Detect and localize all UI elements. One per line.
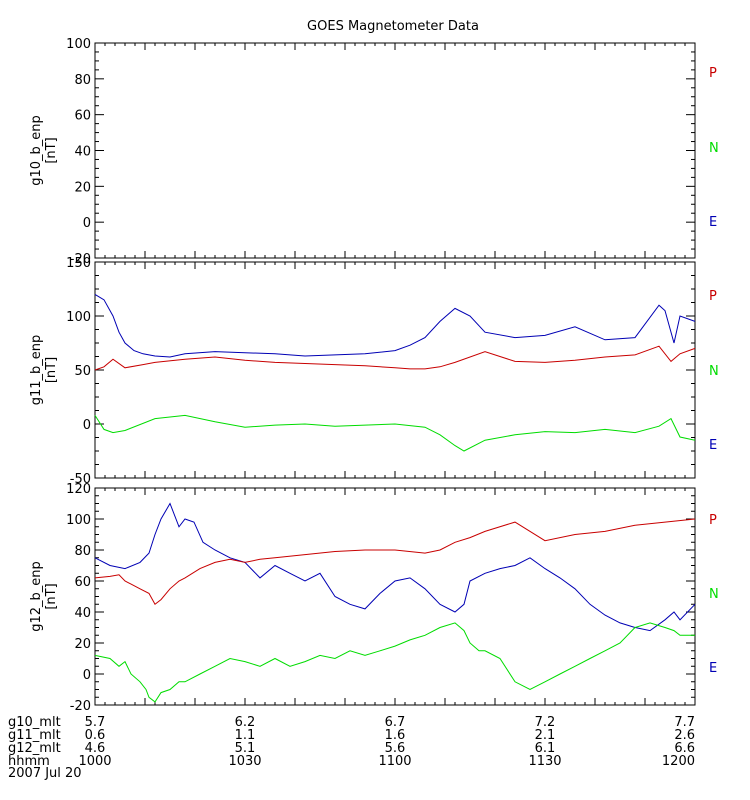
y-tick-label: 60 xyxy=(74,575,91,590)
y-tick-label: 120 xyxy=(66,482,91,497)
row-value: 5.6 xyxy=(385,741,406,756)
row-value: 2.1 xyxy=(535,728,556,743)
row-value: 6.7 xyxy=(385,715,406,730)
y-tick-label: 80 xyxy=(74,544,91,559)
series-E-line xyxy=(94,293,696,358)
series-P-line xyxy=(94,518,696,606)
y-tick-label: 40 xyxy=(74,145,91,160)
row-value: 1200 xyxy=(662,754,695,769)
date-label: 2007 Jul 20 xyxy=(8,766,82,781)
panel-2: -50 0 50 100 150 g11_b_enp [nT] P N E xyxy=(29,256,719,487)
legend-N: N xyxy=(709,364,719,379)
y-axis-label: g10_b_enp xyxy=(29,115,44,186)
legend-E: E xyxy=(709,438,717,453)
y-axis-unit: [nT] xyxy=(44,583,59,609)
legend-P: P xyxy=(709,513,717,528)
legend-N: N xyxy=(709,587,719,602)
y-tick-label: 80 xyxy=(74,73,91,88)
row-value: 1.1 xyxy=(235,728,256,743)
series-N-line xyxy=(94,414,696,452)
panel-frame xyxy=(94,261,696,479)
y-tick-label: -20 xyxy=(70,252,91,267)
legend-E: E xyxy=(709,215,717,230)
y-axis-label: g12_b_enp xyxy=(29,561,44,632)
row-value: 1.6 xyxy=(385,728,406,743)
row-value: 2.6 xyxy=(674,728,695,743)
y-tick-label: 0 xyxy=(83,216,91,231)
row-value: 7.7 xyxy=(674,715,695,730)
series-E-line xyxy=(94,502,696,632)
row-label: g12_mlt xyxy=(8,741,61,756)
row-value: 0.6 xyxy=(85,728,106,743)
row-value: 1030 xyxy=(228,754,261,769)
row-label: hhmm xyxy=(8,754,50,769)
y-tick-label: 40 xyxy=(74,606,91,621)
panel-1: -20 0 20 40 60 80 100 g10_b_enp [nT] P N E xyxy=(29,37,719,267)
row-value: 5.7 xyxy=(85,715,106,730)
legend-P: P xyxy=(709,66,717,81)
y-tick-label: 50 xyxy=(74,364,91,379)
row-label: g10_mlt xyxy=(8,715,61,730)
y-tick-label: 0 xyxy=(83,418,91,433)
y-tick-label: 150 xyxy=(66,256,91,271)
row-value: 6.1 xyxy=(535,741,556,756)
row-value: 7.2 xyxy=(535,715,556,730)
panel-frame xyxy=(94,487,696,706)
y-axis-unit: [nT] xyxy=(44,357,59,383)
row-value: 5.1 xyxy=(235,741,256,756)
series-P-line xyxy=(94,345,696,371)
y-axis-label: g11_b_enp xyxy=(29,335,44,406)
series-N-line xyxy=(94,622,695,703)
row-value: 1130 xyxy=(528,754,561,769)
panel-frame xyxy=(94,42,696,259)
y-tick-label: 60 xyxy=(74,109,91,124)
legend-P: P xyxy=(709,289,717,304)
panel-3: -20 0 20 40 60 80 100 120 g12_b_enp [nT] P N E xyxy=(29,482,719,714)
y-tick-label: 100 xyxy=(66,37,91,52)
row-value: 1100 xyxy=(378,754,411,769)
y-tick-label: 100 xyxy=(66,310,91,325)
row-value: 6.6 xyxy=(674,741,695,756)
y-tick-label: 20 xyxy=(74,637,91,652)
row-value: 1000 xyxy=(78,754,111,769)
chart-title: GOES Magnetometer Data xyxy=(307,19,479,34)
y-tick-label: 100 xyxy=(66,513,91,528)
bottom-time-table: g10_mlt 5.7 6.2 6.7 7.2 7.7 g11_mlt 0.6 1.1 1.6 2.… xyxy=(8,715,695,769)
y-tick-label: -20 xyxy=(70,699,91,714)
legend-N: N xyxy=(709,141,719,156)
y-tick-label: -50 xyxy=(70,472,91,487)
legend-E: E xyxy=(709,661,717,676)
y-tick-label: 0 xyxy=(83,668,91,683)
row-value: 4.6 xyxy=(85,741,106,756)
y-tick-label: 20 xyxy=(74,180,91,195)
row-label: g11_mlt xyxy=(8,728,61,743)
row-value: 6.2 xyxy=(235,715,256,730)
y-axis-unit: [nT] xyxy=(44,137,59,163)
